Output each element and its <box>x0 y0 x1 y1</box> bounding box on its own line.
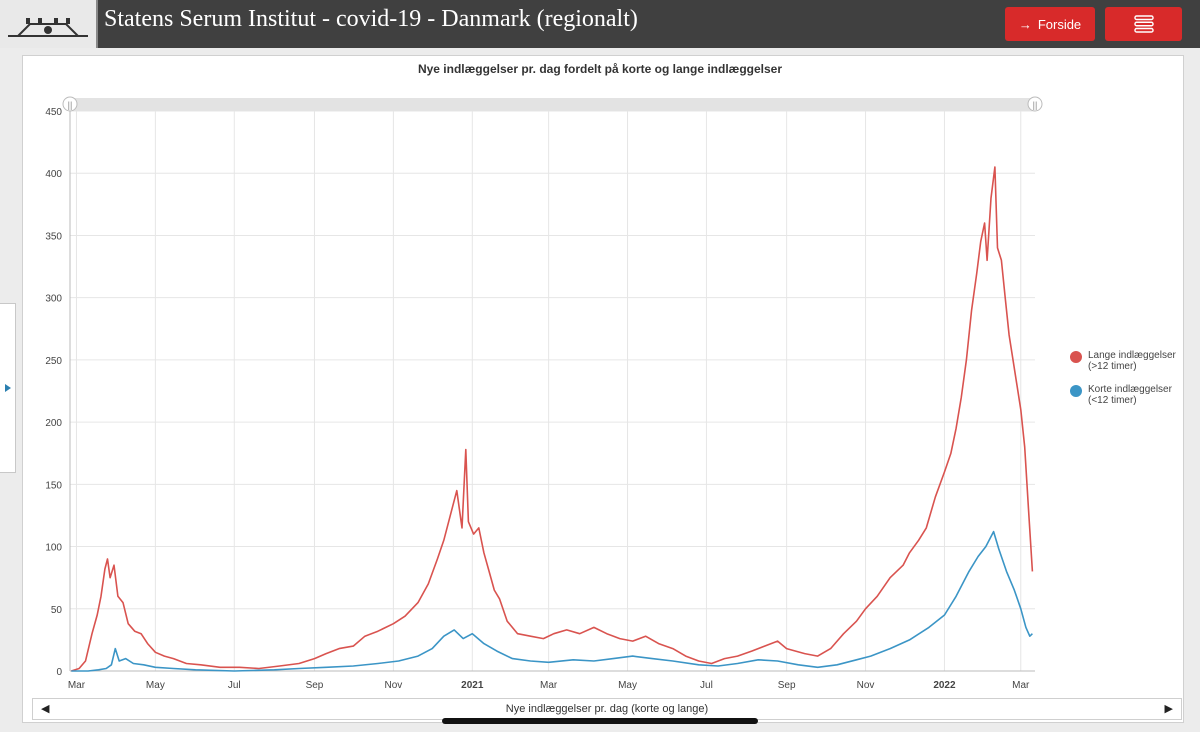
y-tick-label: 50 <box>51 605 63 616</box>
zoom-range-bar[interactable] <box>70 98 1035 111</box>
y-tick-label: 200 <box>45 418 62 429</box>
ssi-logo[interactable] <box>0 0 98 48</box>
zoom-handle-right-grip: || <box>1033 100 1038 110</box>
y-tick-label: 300 <box>45 294 62 305</box>
caret-right-icon <box>4 384 11 392</box>
zoom-handle-left[interactable] <box>62 96 78 112</box>
series-line-korte <box>71 530 1033 672</box>
x-tick-label: Nov <box>384 680 402 691</box>
y-tick-label: 400 <box>45 169 62 180</box>
hamburger-icon <box>1133 15 1154 33</box>
x-tick-label: Sep <box>306 680 324 691</box>
scroll-left-icon[interactable]: ◀ <box>41 703 50 715</box>
zoom-handle-right[interactable] <box>1027 96 1043 112</box>
x-tick-label: Sep <box>778 680 796 691</box>
y-tick-label: 450 <box>45 107 62 118</box>
x-tick-label: Jul <box>700 680 713 691</box>
home-indicator[interactable] <box>442 718 758 724</box>
scrollbar-label: Nye indlæggelser pr. dag (korte og lange… <box>505 703 709 715</box>
x-tick-label: 2022 <box>933 680 956 691</box>
y-tick-label: 350 <box>45 231 62 242</box>
chart-scrollbar[interactable]: ◀ Nye indlæggelser pr. dag (korte og lan… <box>32 698 1182 720</box>
x-tick-label: 2021 <box>461 680 484 691</box>
legend-swatch-korte <box>1070 385 1082 397</box>
y-tick-label: 100 <box>45 543 62 554</box>
x-tick-label: Mar <box>540 680 558 691</box>
zoom-handle-left-grip: || <box>68 100 73 110</box>
x-tick-label: May <box>146 680 165 691</box>
x-tick-label: May <box>618 680 637 691</box>
y-tick-label: 250 <box>45 356 62 367</box>
menu-button[interactable] <box>1105 7 1182 41</box>
forside-label: Forside <box>1037 16 1082 32</box>
x-tick-label: Nov <box>857 680 875 691</box>
x-tick-label: Jul <box>228 680 241 691</box>
chart-panel <box>22 55 1184 723</box>
legend-swatch-lange <box>1070 351 1082 363</box>
arrow-right-icon: → <box>1018 16 1032 32</box>
legend-label-lange: Lange indlæggelser (>12 timer) <box>1088 350 1176 372</box>
x-tick-label: Mar <box>68 680 86 691</box>
series-line-lange <box>71 166 1034 672</box>
app-title: Statens Serum Institut - covid-19 - Danm… <box>104 6 638 32</box>
scroll-right-icon[interactable]: ▶ <box>1164 703 1173 715</box>
chart-title: Nye indlæggelser pr. dag fordelt på kort… <box>417 62 783 76</box>
legend-item-korte[interactable]: Korte indlæggelser (<12 timer) <box>1070 384 1190 406</box>
chart-legend: Lange indlæggelser (>12 timer) Korte ind… <box>1070 350 1190 418</box>
side-panel-toggle[interactable] <box>0 303 16 473</box>
ssi-logo-icon <box>0 0 96 48</box>
legend-label-korte: Korte indlæggelser (<12 timer) <box>1088 384 1172 406</box>
y-tick-label: 0 <box>56 667 62 678</box>
x-tick-label: Mar <box>1012 680 1030 691</box>
forside-button[interactable]: → Forside <box>1005 7 1095 41</box>
legend-item-lange[interactable]: Lange indlæggelser (>12 timer) <box>1070 350 1190 372</box>
top-bar: Statens Serum Institut - covid-19 - Danm… <box>0 0 1200 48</box>
y-tick-label: 150 <box>45 480 62 491</box>
